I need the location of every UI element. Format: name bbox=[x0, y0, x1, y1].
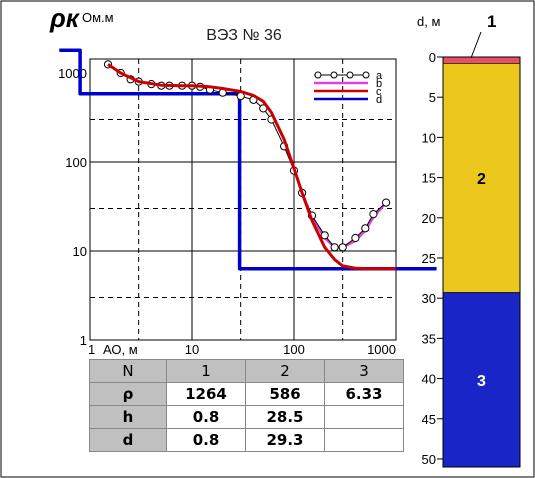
legend-marker-a bbox=[314, 71, 322, 79]
y-axis-symbol: ρк bbox=[49, 3, 81, 33]
data-point-a bbox=[351, 233, 360, 243]
legend-marker-a bbox=[330, 71, 338, 79]
y-tick-label: 1 bbox=[80, 333, 87, 348]
table-row-label: d bbox=[89, 428, 167, 452]
y-tick-label: 10 bbox=[73, 244, 87, 259]
data-point-a bbox=[330, 243, 339, 252]
table-row-label: ρ bbox=[89, 382, 167, 406]
y-tick-label: 1000 bbox=[58, 66, 87, 81]
legend-label-c: c bbox=[376, 86, 382, 98]
plot-frame bbox=[89, 58, 397, 341]
x-tick-label: 1 bbox=[88, 342, 95, 357]
depth-tick-label: 35 bbox=[422, 331, 436, 346]
table-header-cell: 1 bbox=[166, 359, 246, 383]
table-header-row: N 1 2 3 bbox=[89, 359, 404, 383]
depth-tick-label: 50 bbox=[422, 452, 436, 467]
table-row-label: h bbox=[89, 405, 167, 429]
data-point-a bbox=[382, 198, 391, 207]
table-cell: 0.8 bbox=[166, 428, 246, 452]
x-tick-label: 10 bbox=[185, 342, 199, 357]
table-cell bbox=[324, 405, 404, 429]
depth-tick-label: 25 bbox=[422, 251, 436, 266]
depth-header: d, м bbox=[417, 14, 440, 29]
x-tick-labels: 1 10 100 1000 АО, м bbox=[88, 342, 396, 357]
table-header-cell: 2 bbox=[245, 359, 325, 383]
depth-tick-label: 10 bbox=[422, 130, 436, 145]
depth-tick-label: 5 bbox=[429, 90, 436, 105]
column-layers: 23 bbox=[442, 56, 521, 468]
column-layer-1 bbox=[442, 56, 521, 64]
table-row: d 0.8 29.3 bbox=[89, 428, 404, 452]
series-line-c bbox=[107, 63, 396, 271]
column-layer-label: 3 bbox=[477, 373, 486, 390]
table-header-cell: N bbox=[89, 359, 167, 383]
series-line-d bbox=[59, 48, 437, 271]
depth-tick-label: 45 bbox=[422, 412, 436, 427]
table-cell: 0.8 bbox=[166, 405, 246, 429]
layer-pointer-line bbox=[470, 31, 482, 59]
table-cell: 6.33 bbox=[324, 382, 404, 406]
layer-params-table: N 1 2 3 ρ 1264 586 6.33 h 0.8 28.5 d 0.8… bbox=[89, 359, 404, 452]
data-point-a bbox=[320, 231, 329, 240]
depth-tick-label: 15 bbox=[422, 171, 436, 186]
depth-tick-label: 20 bbox=[422, 211, 436, 226]
legend-label-b: b bbox=[376, 78, 382, 90]
column-frame bbox=[442, 56, 521, 468]
table-cell: 586 bbox=[245, 382, 325, 406]
table-cell: 1264 bbox=[166, 382, 246, 406]
grid bbox=[90, 59, 396, 340]
legend-label-a: a bbox=[376, 70, 383, 82]
column-depth-ticks: 0 5 10 15 20 25 30 35 40 45 50 bbox=[422, 50, 443, 467]
data-point-a bbox=[361, 224, 370, 233]
data-point-a bbox=[338, 243, 347, 252]
column-layer-label: 2 bbox=[477, 171, 486, 188]
column-layer-3 bbox=[442, 292, 521, 468]
legend-label-d: d bbox=[376, 94, 382, 106]
table-row: ρ 1264 586 6.33 bbox=[89, 382, 404, 406]
y-axis-unit: Ом.м bbox=[82, 10, 114, 25]
table-cell bbox=[324, 428, 404, 452]
chart-title: ВЭЗ № 36 bbox=[206, 27, 282, 44]
table-row: h 0.8 28.5 bbox=[89, 405, 404, 429]
table-header-cell: 3 bbox=[324, 359, 404, 383]
series-layer bbox=[59, 48, 437, 271]
depth-tick-label: 0 bbox=[429, 50, 436, 65]
column-layer-2 bbox=[442, 63, 521, 293]
y-tick-label: 100 bbox=[65, 155, 87, 170]
x-axis-label: АО, м bbox=[103, 342, 138, 357]
legend-marker-a bbox=[346, 71, 354, 79]
table-cell: 29.3 bbox=[245, 428, 325, 452]
legend-marker-a bbox=[362, 71, 370, 79]
x-tick-label: 1000 bbox=[367, 342, 396, 357]
x-tick-label: 100 bbox=[283, 342, 305, 357]
depth-tick-label: 30 bbox=[422, 291, 436, 306]
data-point-a bbox=[369, 210, 378, 219]
table-cell: 28.5 bbox=[245, 405, 325, 429]
layer-pointer-label: 1 bbox=[487, 12, 496, 31]
depth-tick-label: 40 bbox=[422, 372, 436, 387]
